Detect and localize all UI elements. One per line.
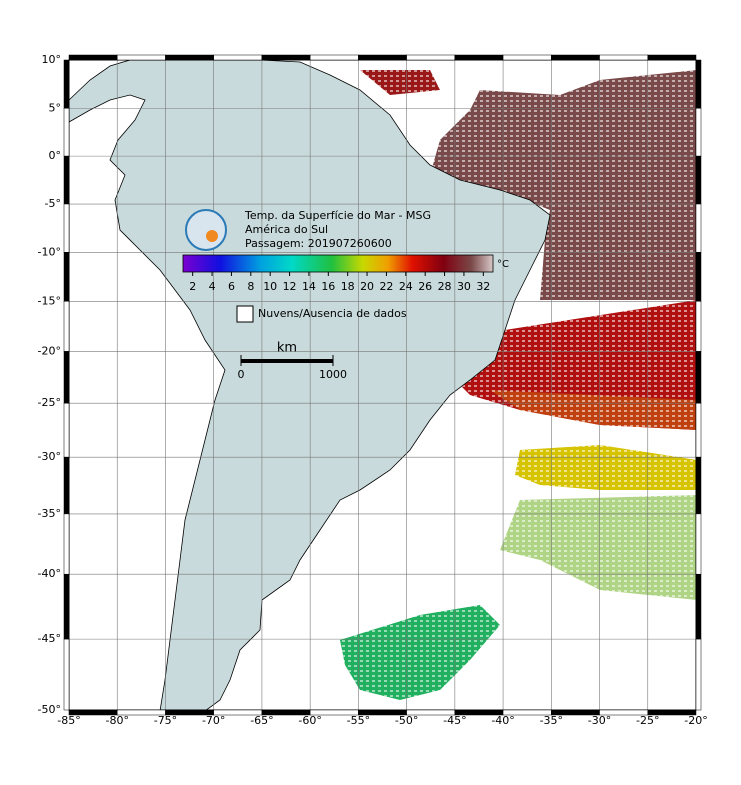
- legend: Temp. da Superfície do Mar - MSG América…: [182, 209, 509, 381]
- colorbar-label: 24: [399, 280, 413, 293]
- colorbar-label: 22: [379, 280, 393, 293]
- frame-seg: [261, 54, 311, 61]
- frame-seg: [63, 351, 70, 404]
- frame-seg: [63, 203, 70, 253]
- frame-seg: [309, 54, 359, 61]
- logo-dot: [206, 230, 218, 242]
- lon-label: -30°: [588, 714, 611, 727]
- legend-title: América do Sul: [245, 223, 328, 236]
- cloud-swatch: [236, 305, 254, 323]
- lat-label: -50°: [38, 703, 61, 716]
- frame-seg: [406, 54, 456, 61]
- legend-title: Temp. da Superfície do Mar - MSG: [244, 209, 431, 222]
- frame-seg: [63, 155, 70, 205]
- lat-label: 5°: [49, 101, 62, 114]
- frame-seg: [63, 252, 70, 302]
- frame-seg: [63, 513, 70, 575]
- frame-seg: [695, 351, 702, 404]
- lon-label: -20°: [684, 714, 707, 727]
- frame-seg: [358, 54, 407, 61]
- lat-label: -15°: [38, 294, 61, 307]
- logo: [185, 209, 227, 251]
- frame-seg: [63, 402, 70, 458]
- frame-seg: [599, 54, 649, 61]
- colorbar-label: 16: [321, 280, 335, 293]
- colorbar-label: 8: [247, 280, 254, 293]
- frame-seg: [551, 54, 600, 61]
- lon-label: -80°: [105, 714, 128, 727]
- colorbar-label: 26: [418, 280, 432, 293]
- frame-seg: [213, 54, 263, 61]
- lon-label: -50°: [395, 714, 418, 727]
- lon-label: -55°: [347, 714, 370, 727]
- lon-label: -85°: [57, 714, 80, 727]
- lat-label: -40°: [38, 567, 61, 580]
- colorbar-label: 20: [360, 280, 374, 293]
- frame-seg: [63, 59, 70, 109]
- lon-label: -25°: [636, 714, 659, 727]
- lon-label: -65°: [250, 714, 273, 727]
- lon-label: -35°: [540, 714, 563, 727]
- frame-seg: [695, 513, 702, 575]
- scale-unit: km: [277, 341, 297, 356]
- scale-label: 1000: [319, 368, 347, 381]
- frame-seg: [68, 54, 118, 61]
- frame-seg: [63, 573, 70, 640]
- lat-label: 10°: [42, 53, 62, 66]
- colorbar-label: 32: [476, 280, 490, 293]
- lat-label: -5°: [45, 197, 61, 210]
- lon-label: -75°: [154, 714, 177, 727]
- frame-seg: [695, 203, 702, 253]
- lon-label: -40°: [491, 714, 514, 727]
- frame-seg: [695, 402, 702, 458]
- frame-seg: [63, 301, 70, 352]
- colorbar-label: 2: [189, 280, 196, 293]
- frame-seg: [695, 252, 702, 302]
- lon-label: -60°: [298, 714, 321, 727]
- frame-seg: [63, 456, 70, 515]
- cloud-label: Nuvens/Ausencia de dados: [258, 307, 407, 320]
- lat-label: -45°: [38, 632, 61, 645]
- lat-label: -25°: [38, 396, 61, 409]
- frame-seg: [695, 301, 702, 352]
- lat-label: 0°: [49, 149, 62, 162]
- frame-seg: [454, 54, 504, 61]
- tick-labels: -85° -80° -75° -70° -65° -60° -55° -50° -45° -40°…: [38, 53, 708, 727]
- scale-label: 0: [238, 368, 245, 381]
- frame-seg: [695, 59, 702, 109]
- frame-seg: [165, 54, 214, 61]
- colorbar-label: 28: [438, 280, 452, 293]
- colorbar-unit: °C: [497, 259, 509, 270]
- colorbar-label: 30: [457, 280, 471, 293]
- scale-bar: [241, 359, 333, 363]
- colorbar: [182, 254, 494, 273]
- legend-title: Passagem: 201907260600: [245, 237, 392, 250]
- lon-label: -70°: [202, 714, 225, 727]
- frame-bars: [63, 54, 702, 716]
- frame-seg: [647, 709, 697, 716]
- colorbar-label: 12: [283, 280, 297, 293]
- lat-label: -20°: [38, 344, 61, 357]
- frame-seg: [695, 108, 702, 157]
- frame-seg: [116, 54, 166, 61]
- frame-seg: [502, 54, 552, 61]
- lat-label: -35°: [38, 507, 61, 520]
- lat-label: -10°: [38, 245, 61, 258]
- lat-label: -30°: [38, 450, 61, 463]
- frame-seg: [695, 456, 702, 515]
- frame-seg: [63, 638, 70, 711]
- lon-label: -45°: [443, 714, 466, 727]
- frame-seg: [63, 108, 70, 157]
- frame-seg: [695, 573, 702, 640]
- frame-seg: [695, 638, 702, 711]
- frame-seg: [695, 155, 702, 205]
- colorbar-label: 18: [341, 280, 355, 293]
- colorbar-label: 4: [209, 280, 216, 293]
- frame-seg: [647, 54, 697, 61]
- colorbar-label: 6: [228, 280, 235, 293]
- colorbar-label: 14: [302, 280, 316, 293]
- colorbar-label: 10: [263, 280, 277, 293]
